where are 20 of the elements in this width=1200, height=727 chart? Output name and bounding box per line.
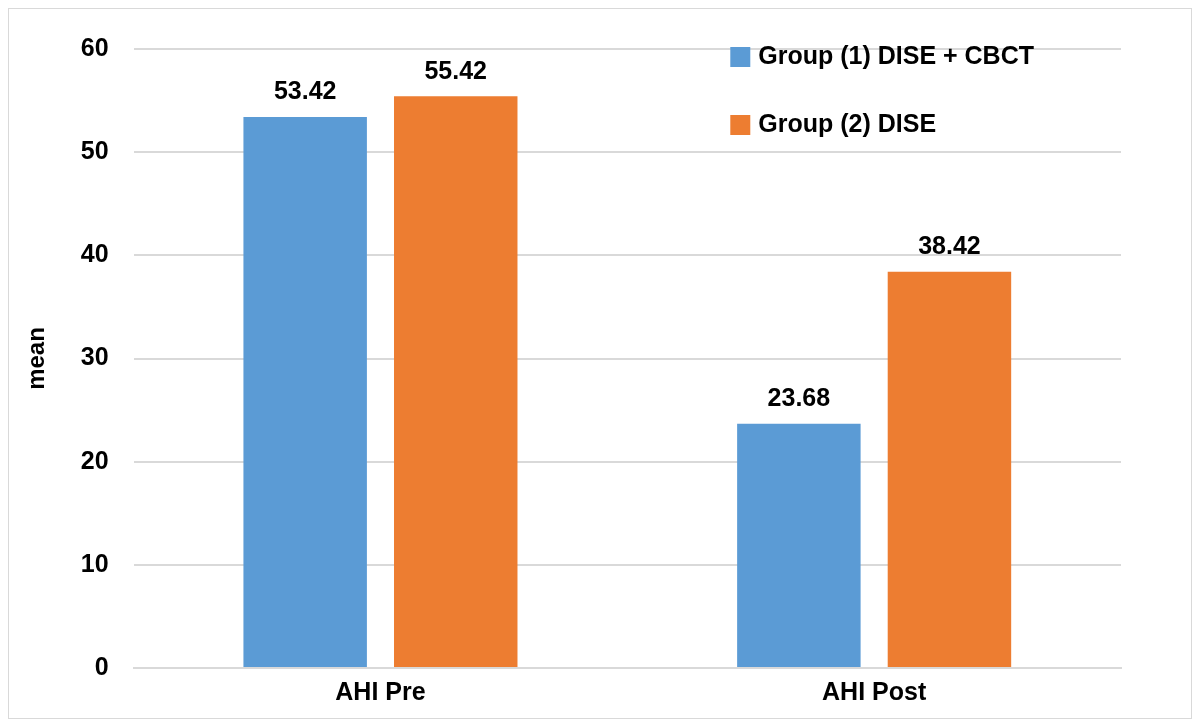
data-label: 53.42 <box>273 76 337 105</box>
y-tick-label: 60 <box>80 32 109 61</box>
x-tick-label: AHI Pre <box>335 676 426 705</box>
y-tick-label: 20 <box>80 445 109 474</box>
data-label: 38.42 <box>918 231 981 260</box>
bar <box>887 271 1012 667</box>
y-tick-label: 30 <box>80 342 109 371</box>
bar <box>243 116 367 667</box>
y-tick-label: 0 <box>94 651 109 680</box>
y-axis-title: mean <box>22 327 50 390</box>
legend-label: Group (1) DISE + CBCT <box>758 40 1035 69</box>
y-tick-label: 10 <box>80 548 109 577</box>
bar <box>394 96 518 667</box>
y-tick-label: 50 <box>80 136 109 165</box>
x-tick-label: AHI Post <box>822 676 927 705</box>
data-label: 55.42 <box>424 55 488 84</box>
bar <box>737 423 861 667</box>
legend-label: Group (2) DISE <box>758 108 937 137</box>
y-tick-label: 40 <box>80 239 109 268</box>
data-label: 23.68 <box>767 383 831 412</box>
